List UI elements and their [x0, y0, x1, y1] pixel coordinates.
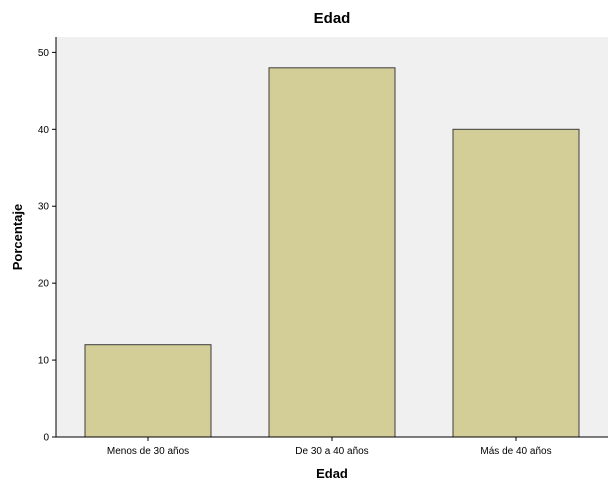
bar-0 [84, 344, 212, 438]
y-axis-title: Porcentaje [10, 204, 25, 270]
y-tick-label: 50 [38, 48, 50, 59]
y-ticks-group: 0 10 20 30 40 50 [38, 48, 56, 444]
bars-group [84, 67, 580, 438]
bar-2 [452, 128, 580, 438]
x-ticks-group: Menos de 30 años De 30 a 40 años Más de 40… [107, 437, 552, 457]
x-axis-title: Edad [316, 466, 348, 481]
y-tick-label: 20 [38, 279, 50, 290]
bar-1 [268, 67, 396, 438]
y-tick-label: 30 [38, 202, 50, 213]
y-tick-label: 0 [43, 433, 49, 444]
x-tick-label: Menos de 30 años [107, 446, 189, 457]
x-tick-label: De 30 a 40 años [295, 446, 368, 457]
y-tick-label: 40 [38, 125, 50, 136]
chart-title: Edad [314, 10, 351, 27]
x-tick-label: Más de 40 años [480, 446, 551, 457]
y-tick-label: 10 [38, 356, 50, 367]
